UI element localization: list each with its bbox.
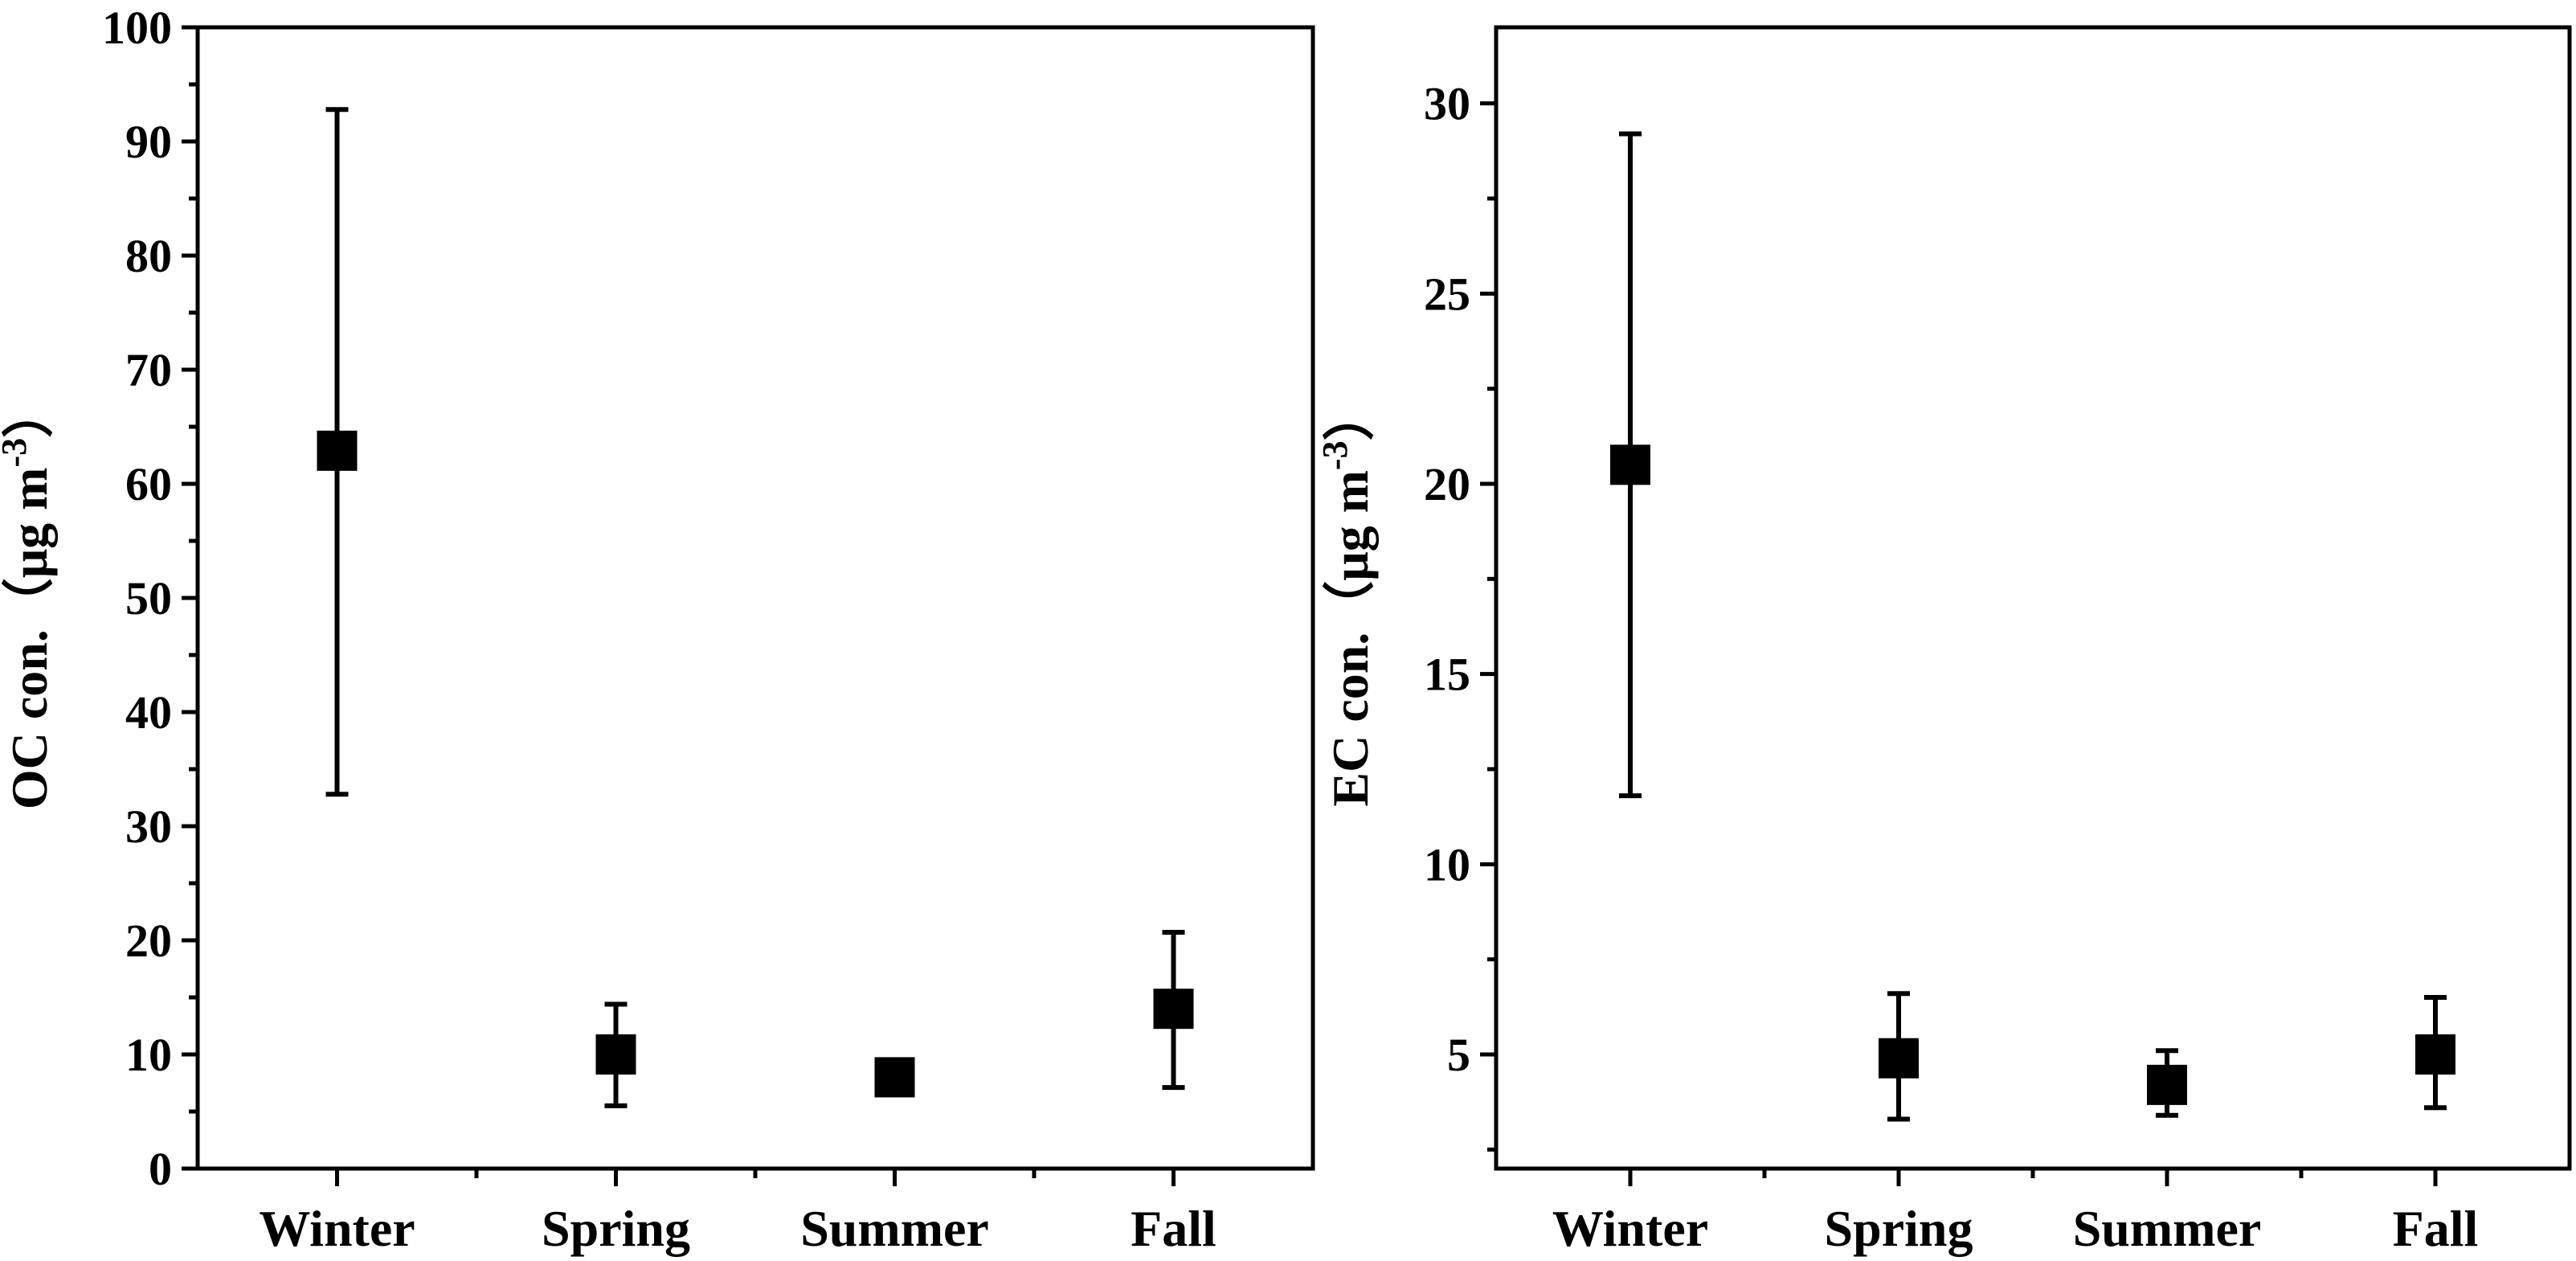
y-tick-label: 5 [1447,1029,1470,1081]
y-tick-label: 0 [149,1143,172,1195]
y-axis-title-sup: -3 [1315,440,1355,470]
oc-panel: 0 10 20 30 40 50 60 70 80 90 100 Winter Spring Summer… [0,2,1315,1257]
x-tick-label: Spring [1825,1200,1973,1257]
y-tick-label: 20 [125,915,172,967]
y-axis-title-close: ） [1,387,58,438]
y-tick-label: 80 [125,230,172,282]
y-tick-label: 70 [125,344,172,396]
y-tick-label: 30 [125,800,172,853]
y-tick-label: 10 [1424,838,1470,890]
y-tick-label: 10 [125,1029,172,1081]
x-tick-label: Summer [2073,1200,2262,1257]
y-tick-label: 40 [125,686,172,739]
y-axis-title-main: EC con.（μg m [1322,470,1379,807]
y-axis-title: EC con.（μg m-3） [1315,389,1379,806]
data-point [595,1034,636,1075]
data-point [2415,1034,2455,1075]
y-tick-label: 50 [125,572,172,624]
y-axis-title-close: ） [1322,389,1379,440]
data-point [1153,989,1194,1030]
y-tick-label: 15 [1424,649,1470,701]
y-axis-title-main: OC con.（μg m [1,468,58,810]
plot-frame [195,25,1315,1171]
ec-panel: 5 10 15 20 25 30 Winter Spring Summer Fall EC con.… [1315,25,2572,1257]
y-tick-label: 100 [102,2,172,54]
y-tick-label: 90 [125,116,172,168]
data-point [2147,1064,2187,1105]
y-tick-label: 25 [1424,268,1470,320]
y-tick-label: 20 [1424,458,1470,510]
x-tick-label: Fall [1131,1200,1216,1257]
x-tick-label: Summer [800,1200,989,1257]
data-point [874,1057,915,1098]
x-tick-label: Fall [2393,1200,2479,1257]
y-axis-title-sup: -3 [0,438,34,468]
x-tick-label: Winter [259,1200,415,1257]
y-tick-label: 30 [1424,78,1470,130]
data-point [317,430,358,471]
y-tick-label: 60 [125,458,172,510]
data-point [1610,444,1650,485]
x-tick-label: Winter [1552,1200,1708,1257]
data-point [1879,1038,1919,1079]
plot-frame [1494,25,2572,1171]
x-tick-label: Spring [542,1200,690,1257]
y-axis-title: OC con.（μg m-3） [0,387,58,809]
